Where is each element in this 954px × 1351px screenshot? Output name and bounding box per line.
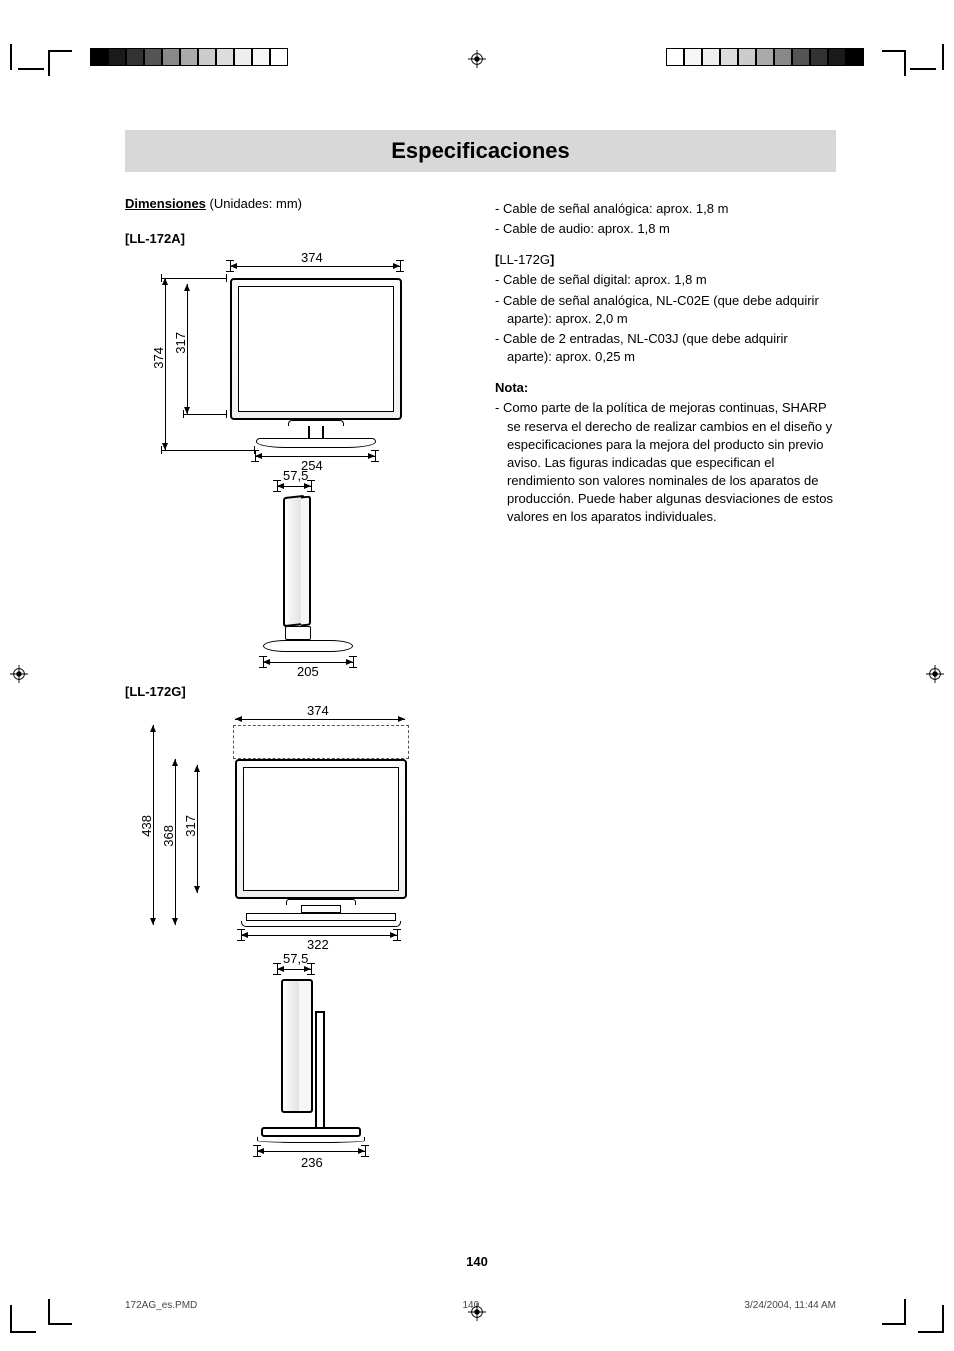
footer-timestamp: 3/24/2004, 11:44 AM	[744, 1300, 836, 1311]
dim-g-side-depth: 57,5	[283, 951, 308, 966]
dim-a-h-inner: 317	[173, 332, 188, 354]
dim-a-side-base: 205	[297, 664, 319, 679]
dim-g-h3: 317	[183, 815, 198, 837]
section-g-label: [LL-172G]	[495, 252, 836, 267]
crop-mark-bottom-right-inner	[882, 1299, 906, 1325]
dim-a-h-outer: 374	[151, 347, 166, 369]
list-item: Cable de señal analógica, NL-C02E (que d…	[495, 292, 836, 328]
diagram-g-front: 374 438 368 317 322	[125, 705, 465, 945]
left-column: Dimensiones (Unidades: mm) [LL-172A] 374	[125, 196, 465, 1171]
crop-mark-top-right-inner	[882, 50, 906, 76]
diagram-g-side: 57,5 236	[125, 951, 465, 1171]
dimensions-heading-line: Dimensiones (Unidades: mm)	[125, 196, 465, 211]
diagram-a-side: 57,5 205	[125, 468, 465, 678]
note-list: Como parte de la política de mejoras con…	[495, 399, 836, 526]
dimensions-units: (Unidades: mm)	[206, 196, 302, 211]
dim-g-top-width: 374	[307, 703, 329, 718]
list-item: Como parte de la política de mejoras con…	[495, 399, 836, 526]
footer-meta: 172AG_es.PMD 140 3/24/2004, 11:44 AM	[125, 1300, 836, 1311]
page-number: 140	[0, 1254, 954, 1269]
list-item: Cable de señal digital: aprox. 1,8 m	[495, 271, 836, 289]
page-title: Especificaciones	[391, 138, 570, 163]
crop-mark-top-right	[910, 44, 944, 70]
dim-g-h1: 438	[139, 815, 154, 837]
footer-filename: 172AG_es.PMD	[125, 1300, 197, 1311]
dim-g-side-base: 236	[301, 1155, 323, 1170]
dim-g-h2: 368	[161, 825, 176, 847]
dim-a-side-depth: 57,5	[283, 468, 308, 483]
cables-common-list: Cable de señal analógica: aprox. 1,8 m C…	[495, 200, 836, 238]
register-target-left	[10, 665, 28, 683]
crop-mark-top-left-inner	[48, 50, 72, 76]
color-bar-top-left	[90, 48, 288, 66]
list-item: Cable de señal analógica: aprox. 1,8 m	[495, 200, 836, 218]
diagram-a-front: 374 374 317 254	[125, 252, 465, 462]
list-item: Cable de audio: aprox. 1,8 m	[495, 220, 836, 238]
register-target-right	[926, 665, 944, 683]
note-heading: Nota:	[495, 380, 836, 395]
dim-a-top-width: 374	[301, 250, 323, 265]
dimensions-heading: Dimensiones	[125, 196, 206, 211]
right-column: Cable de señal analógica: aprox. 1,8 m C…	[495, 196, 836, 1171]
color-bar-top-right	[666, 48, 864, 66]
list-item: Cable de 2 entradas, NL-C03J (que debe a…	[495, 330, 836, 366]
model-a-label: [LL-172A]	[125, 231, 465, 246]
register-target-top	[468, 50, 486, 68]
crop-mark-top-left	[10, 44, 44, 70]
cables-g-list: Cable de señal digital: aprox. 1,8 m Cab…	[495, 271, 836, 366]
page-title-banner: Especificaciones	[125, 130, 836, 172]
model-g-label: [LL-172G]	[125, 684, 465, 699]
content-area: Dimensiones (Unidades: mm) [LL-172A] 374	[125, 196, 836, 1171]
crop-mark-bottom-left-inner	[48, 1299, 72, 1325]
footer-page-index: 140	[463, 1300, 480, 1311]
dim-g-base-width: 322	[307, 937, 329, 952]
